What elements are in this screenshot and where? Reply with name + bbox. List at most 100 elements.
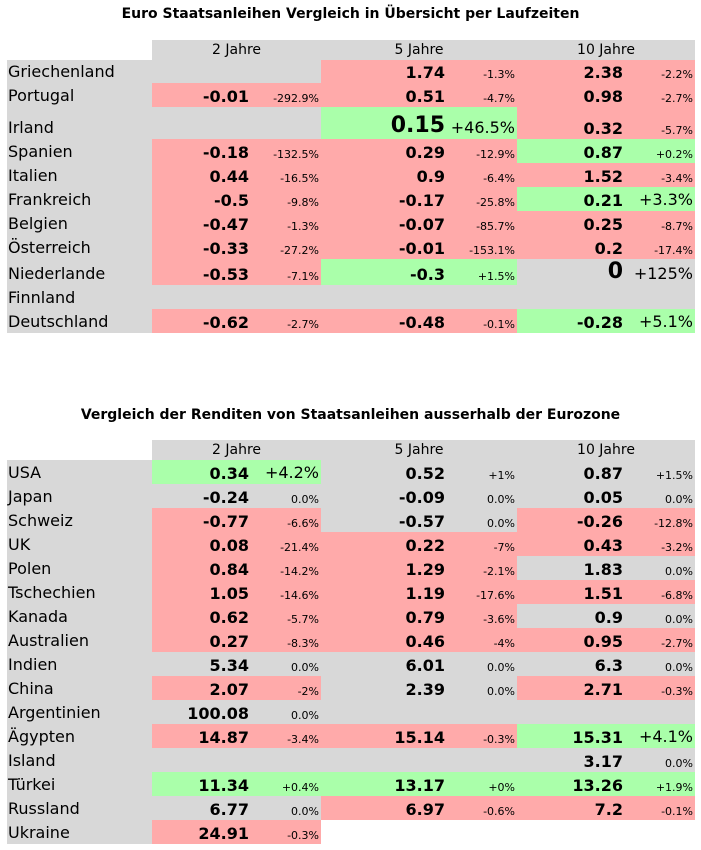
yield-cell [152,285,321,309]
country-name: Ukraine [8,823,70,842]
yield-value: -0.01 [202,87,249,106]
country-name-cell: China [7,676,152,700]
yield-change: +3.3% [638,190,693,209]
country-name-cell: UK [7,532,152,556]
yield-value: 1.05 [209,584,249,603]
yield-change: -4.7% [483,92,515,105]
yield-change: -17.6% [476,589,515,602]
yield-cell: 0.05 0.0% [517,484,695,508]
country-name: Spanien [8,142,73,161]
yield-change: +1% [488,469,515,482]
yield-value: 6.77 [209,800,249,819]
table-row-uk: UK 0.08 -21.4% 0.22 -7% 0.43 -3.2% [7,532,695,556]
yield-value: 0.87 [583,464,623,483]
yield-change: -2.7% [287,318,319,331]
yield-value: -0.57 [398,512,445,531]
yield-cell [321,285,517,309]
yield-cell: 0.52 +1% [321,460,517,484]
yield-value: 2.07 [209,680,249,699]
country-name: Griechenland [8,62,115,81]
table-row-osterreich: Österreich -0.33 -27.2% -0.01 -153.1% 0.2 -17.… [7,235,695,259]
yield-change: -14.2% [280,565,319,578]
yield-change: 0.0% [665,613,693,626]
yield-cell: 6.01 0.0% [321,652,517,676]
yield-cell [152,748,321,772]
table-row-indien: Indien 5.34 0.0% 6.01 0.0% 6.3 0.0% [7,652,695,676]
yield-cell: -0.01 -153.1% [321,235,517,259]
yield-cell: 0.79 -3.6% [321,604,517,628]
yield-cell: 14.87 -3.4% [152,724,321,748]
yield-cell: 6.77 0.0% [152,796,321,820]
yield-value: 15.31 [572,728,623,747]
table-row-turkei: Türkei 11.34 +0.4% 13.17 +0% 13.26 +1.9% [7,772,695,796]
table-row-russland: Russland 6.77 0.0% 6.97 -0.6% 7.2 -0.1% [7,796,695,820]
yield-change: -0.3% [483,733,515,746]
table-row-finnland: Finnland [7,285,695,309]
yield-cell: 0.27 -8.3% [152,628,321,652]
yield-change: 0.0% [665,757,693,770]
yield-change: -3.4% [661,172,693,185]
yield-change: -0.1% [483,318,515,331]
country-name: Deutschland [8,312,109,331]
country-name: Finnland [8,288,76,307]
table-row-spanien: Spanien -0.18 -132.5% 0.29 -12.9% 0.87 +0.2% [7,139,695,163]
yield-cell: 1.51 -6.8% [517,580,695,604]
yield-cell: 3.17 0.0% [517,748,695,772]
yield-cell: -0.28 +5.1% [517,309,695,333]
euro-table-title: Euro Staatsanleihen Vergleich in Übersic… [121,6,580,22]
yield-change: 0.0% [291,493,319,506]
yield-change: -14.6% [280,589,319,602]
yield-change: -153.1% [469,244,515,257]
yield-value: 7.2 [594,800,623,819]
yield-change: -5.7% [661,124,693,137]
yield-change: -8.7% [661,220,693,233]
yield-cell [152,107,321,139]
yield-cell [152,60,321,83]
yield-cell: -0.62 -2.7% [152,309,321,333]
yield-cell: 11.34 +0.4% [152,772,321,796]
yield-value: 0.2 [594,239,623,258]
yield-value: 1.51 [583,584,623,603]
table-row-agypten: Ägypten 14.87 -3.4% 15.14 -0.3% 15.31 +4.1% [7,724,695,748]
yield-cell: -0.01 -292.9% [152,83,321,107]
yield-cell: 0.51 -4.7% [321,83,517,107]
yield-cell: 1.83 0.0% [517,556,695,580]
yield-change: -6.8% [661,589,693,602]
yield-change: -3.2% [661,541,693,554]
yield-change: 0.0% [487,661,515,674]
country-name-cell: Australien [7,628,152,652]
yield-change: -2.2% [661,68,693,81]
yield-change: +0.2% [655,148,693,161]
yield-value: 0.29 [405,143,445,162]
yield-change: -1.3% [483,68,515,81]
table-row-portugal: Portugal -0.01 -292.9% 0.51 -4.7% 0.98 -2.7% [7,83,695,107]
column-header: 10 Jahre [517,40,695,60]
yield-change: -7.1% [287,270,319,283]
country-name: USA [8,463,42,482]
table-row-tschechien: Tschechien 1.05 -14.6% 1.19 -17.6% 1.51 -6.8% [7,580,695,604]
yield-value: 0 [607,259,623,284]
country-name-cell: Russland [7,796,152,820]
yield-change: +4.1% [638,727,693,746]
yield-value: 0.52 [405,464,445,483]
yield-change: +4.2% [264,463,319,482]
country-name-cell: Ägypten [7,724,152,748]
yield-cell: 15.31 +4.1% [517,724,695,748]
yield-value: 0.05 [583,488,623,507]
country-name: Russland [8,799,80,818]
yield-cell: 0.87 +0.2% [517,139,695,163]
yield-cell: -0.3 +1.5% [321,259,517,285]
table-row-griechenland: Griechenland 1.74 -1.3% 2.38 -2.2% [7,60,695,83]
yield-cell: 0.34 +4.2% [152,460,321,484]
yield-cell [517,285,695,309]
yield-value: -0.24 [202,488,249,507]
yield-change: -2% [297,685,319,698]
yield-cell: 0.9 -6.4% [321,163,517,187]
yield-value: 3.17 [583,752,623,771]
yield-change: -2.7% [661,637,693,650]
country-name-cell: Niederlande [7,259,152,285]
country-name-cell: Griechenland [7,60,152,83]
country-name-cell: Irland [7,107,152,139]
yield-change: +1.5% [655,469,693,482]
country-name-cell: Schweiz [7,508,152,532]
